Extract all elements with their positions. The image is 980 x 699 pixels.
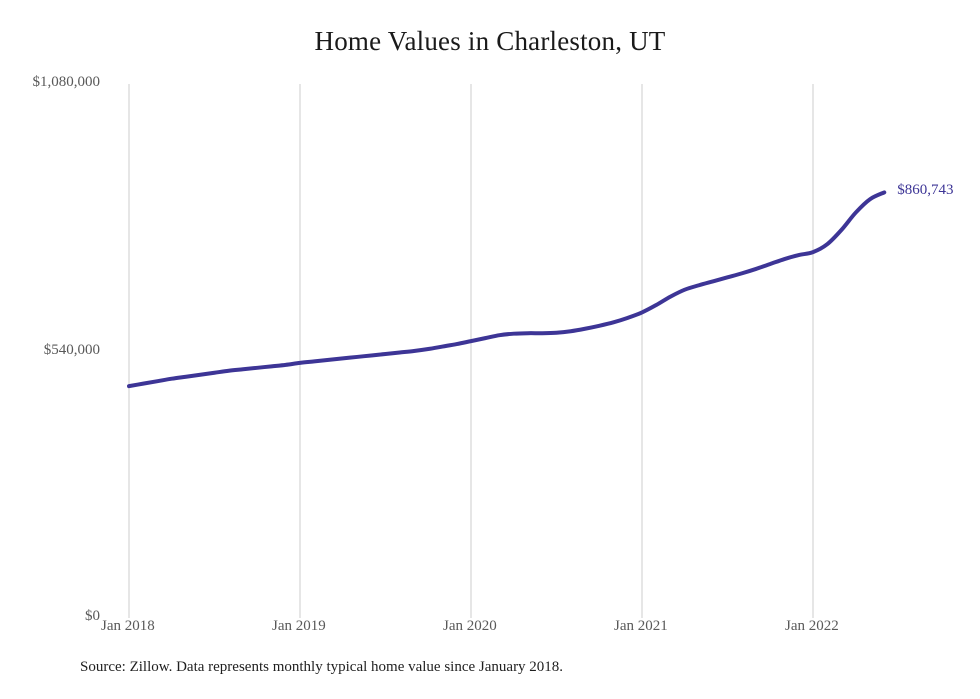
gridline-group xyxy=(128,84,814,618)
end-value-annotation: $860,743 xyxy=(897,182,954,199)
source-note: Source: Zillow. Data represents monthly … xyxy=(80,659,564,675)
chart-title: Home Values in Charleston, UT xyxy=(314,26,666,56)
y-axis-tick-1080000: $1,080,000 xyxy=(32,74,101,90)
y-axis-tick-0: $0 xyxy=(85,608,100,624)
x-axis-tick-jan-2018: Jan 2018 xyxy=(101,618,155,634)
x-axis-tick-jan-2022: Jan 2022 xyxy=(785,618,839,634)
x-axis-tick-jan-2020: Jan 2020 xyxy=(443,618,497,634)
x-axis-tick-jan-2021: Jan 2021 xyxy=(614,618,668,634)
home-value-line xyxy=(127,190,887,389)
x-axis-tick-jan-2019: Jan 2019 xyxy=(272,618,326,634)
y-axis-tick-540000: $540,000 xyxy=(43,342,100,358)
